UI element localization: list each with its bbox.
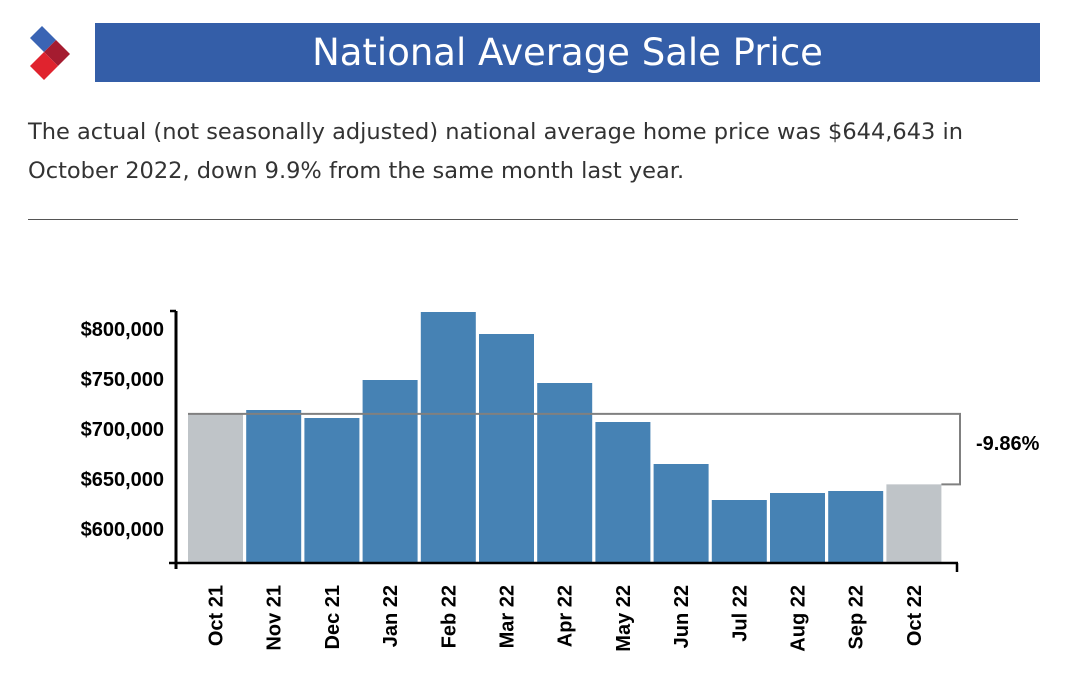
x-tick-label: Sep 22 xyxy=(846,585,868,649)
bar-jan-22 xyxy=(362,380,418,563)
x-tick-label: Oct 22 xyxy=(904,585,926,646)
change-annotation-label: -9.86% xyxy=(976,433,1040,455)
logo-dark-red-square xyxy=(44,40,70,66)
logo-red-square xyxy=(30,52,58,80)
bar-jul-22 xyxy=(711,500,767,563)
x-tick-label: Oct 21 xyxy=(206,585,228,646)
x-tick-label: Jun 22 xyxy=(671,585,693,648)
bar-sep-22 xyxy=(828,491,884,563)
bar-dec-21 xyxy=(304,418,360,563)
x-tick-label: Jul 22 xyxy=(729,585,751,642)
divider xyxy=(28,219,1018,220)
y-tick-label: $650,000 xyxy=(81,469,164,491)
x-tick-label: Jan 22 xyxy=(380,585,402,647)
summary-text: The actual (not seasonally adjusted) nat… xyxy=(28,119,964,184)
bar-oct-22 xyxy=(886,484,942,563)
page-title: National Average Sale Price xyxy=(95,23,1040,82)
x-tick-label: Apr 22 xyxy=(555,585,577,647)
change-bracket xyxy=(188,412,961,486)
x-tick-label: Nov 21 xyxy=(264,585,286,651)
bar-oct-21 xyxy=(188,413,243,563)
x-tick-label: May 22 xyxy=(613,585,635,652)
bar-feb-22 xyxy=(420,312,476,563)
company-logo xyxy=(30,26,70,80)
y-tick-label: $800,000 xyxy=(81,319,164,341)
y-tick-label: $750,000 xyxy=(81,369,164,391)
bar-nov-21 xyxy=(246,410,302,563)
x-tick-label: Aug 22 xyxy=(788,585,810,652)
x-tick-label: Dec 21 xyxy=(322,585,344,650)
x-tick-label: Feb 22 xyxy=(438,585,460,648)
bar-mar-22 xyxy=(479,334,534,563)
y-tick-label: $700,000 xyxy=(81,419,164,441)
logo-blue-square xyxy=(30,26,56,52)
bar-jun-22 xyxy=(653,464,709,563)
y-tick-label: $600,000 xyxy=(81,519,164,541)
bar-apr-22 xyxy=(537,383,593,563)
bar-aug-22 xyxy=(770,493,825,563)
bar-may-22 xyxy=(595,422,651,563)
x-tick-label: Mar 22 xyxy=(497,585,519,648)
